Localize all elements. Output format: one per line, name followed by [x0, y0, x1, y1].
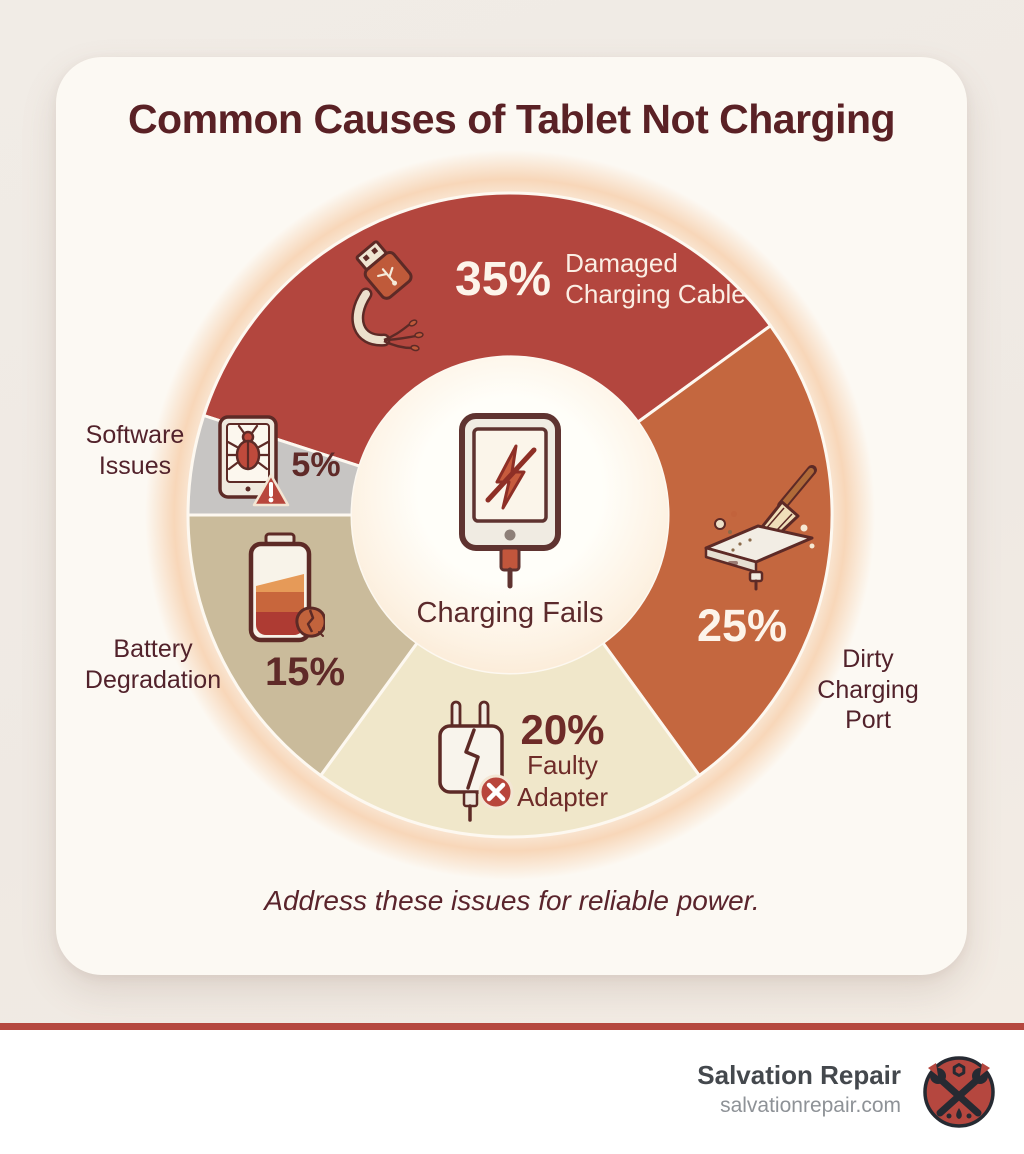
tablet-not-charging-icon: [459, 413, 561, 589]
label-dirty-port: Dirty Charging Port: [817, 645, 919, 734]
footnote-text: Address these issues for reliable power.: [264, 885, 760, 916]
label-software: Software Issues: [85, 421, 185, 480]
pct-damaged-cable: 35%: [455, 252, 552, 306]
center-label: Charging Fails: [416, 597, 604, 629]
footer-brand-block: Salvation Repair salvationrepair.com: [697, 1060, 901, 1118]
label-battery: Battery Degradation: [84, 635, 222, 694]
pct-faulty-adapter: 20%: [520, 706, 605, 753]
footer-divider: [0, 1023, 1024, 1030]
damaged-cable-icon: [351, 240, 424, 352]
label-damaged-cable: Damaged Charging Cable: [565, 248, 746, 310]
degraded-battery-icon: [248, 532, 325, 643]
pct-software: 5%: [291, 446, 341, 484]
page-title: Common Causes of Tablet Not Charging: [127, 96, 896, 142]
label-faulty-adapter: Faulty Adapter: [516, 750, 609, 812]
crossed-tools-logo: [923, 1056, 995, 1128]
faulty-adapter-icon: [438, 700, 514, 822]
pct-battery: 15%: [264, 650, 346, 694]
software-bug-icon: [218, 415, 290, 507]
pct-dirty-port: 25%: [696, 600, 788, 651]
segment-callout-damaged-cable: 35% Damaged Charging Cable: [455, 248, 746, 310]
brand-name: Salvation Repair: [697, 1060, 901, 1090]
dirty-port-brush-icon: [704, 465, 817, 591]
brand-website: salvationrepair.com: [720, 1094, 901, 1117]
